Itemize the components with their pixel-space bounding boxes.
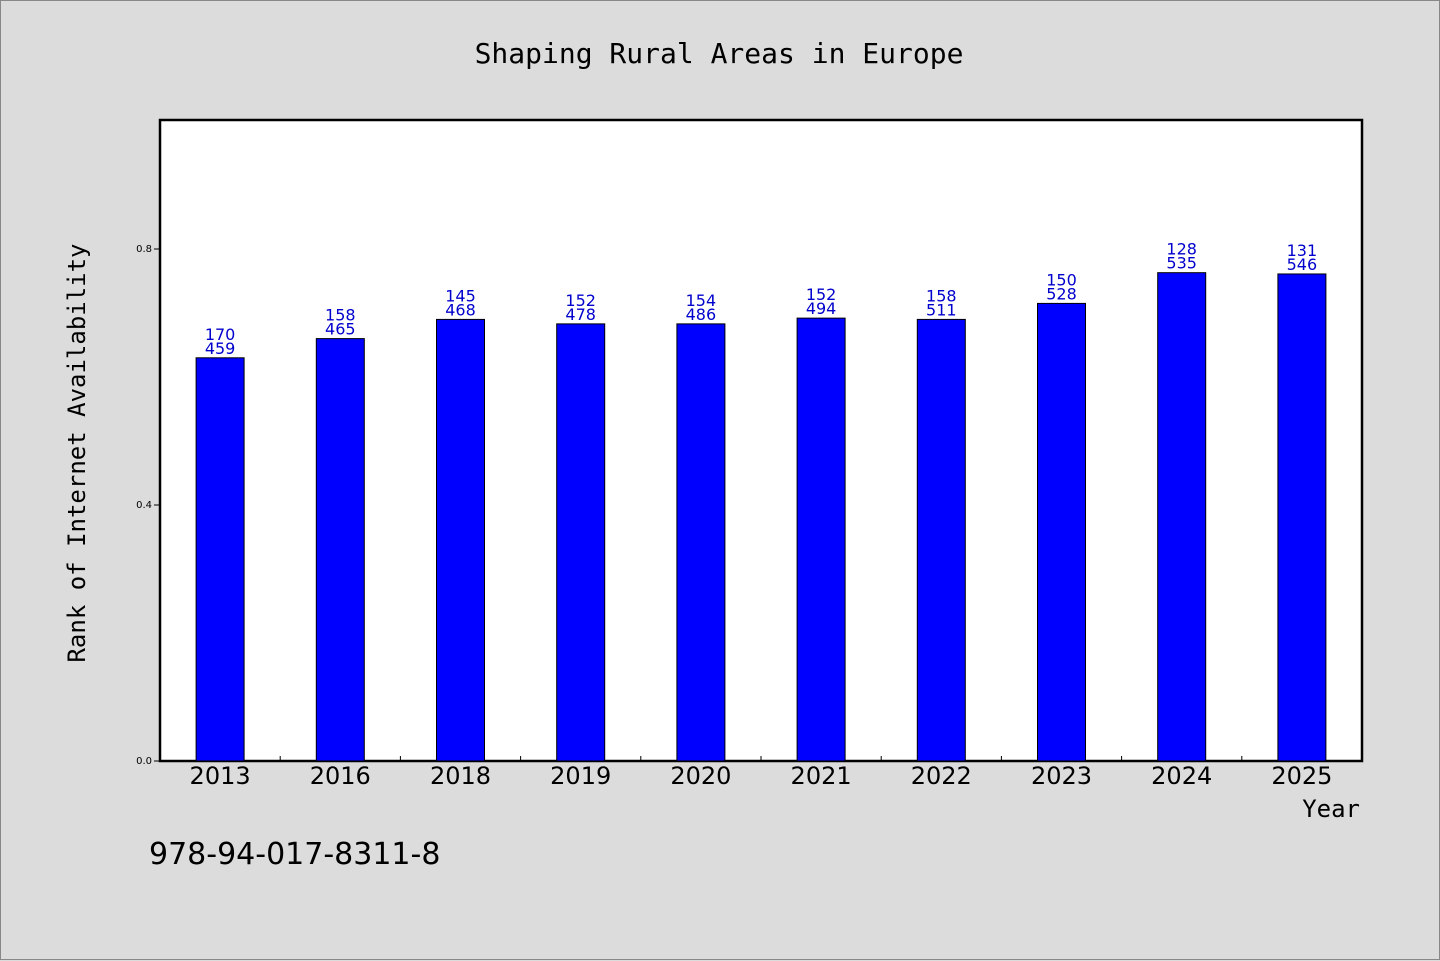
data-label-top: 158 xyxy=(926,286,957,305)
bar xyxy=(1037,302,1086,762)
data-label-top: 128 xyxy=(1166,240,1197,259)
x-axis: 2013 2016 2018 2019 2020 2021 2022 2023 2024 2025 xyxy=(190,756,1332,790)
data-label-top: 131 xyxy=(1287,241,1318,260)
bar xyxy=(916,318,966,762)
data-label-bottom: 528 xyxy=(1046,284,1077,303)
x-tick-label: 2019 xyxy=(550,762,611,790)
x-tick-label: 2024 xyxy=(1151,762,1212,790)
bar xyxy=(195,357,245,762)
data-label-bottom: 486 xyxy=(686,305,717,324)
x-tick-label: 2025 xyxy=(1271,762,1332,790)
isbn-footer: 978-94-017-8311-8 xyxy=(149,837,440,872)
data-label-top: 150 xyxy=(1046,270,1077,289)
y-tick-label: 0.8 xyxy=(136,244,152,255)
bar xyxy=(676,323,726,762)
data-label-top: 158 xyxy=(325,306,356,325)
y-tick-label: 0.0 xyxy=(136,756,152,767)
bar xyxy=(436,318,485,762)
bar xyxy=(796,317,846,762)
bar xyxy=(1277,273,1327,762)
x-tick-label: 2020 xyxy=(670,762,731,790)
x-tick-label: 2023 xyxy=(1031,762,1092,790)
bar xyxy=(556,323,606,762)
bar xyxy=(315,338,365,762)
y-axis-label: Rank of Internet Availability xyxy=(63,243,91,662)
data-label-bottom: 459 xyxy=(205,339,236,358)
y-tick-label: 0.4 xyxy=(136,500,152,511)
data-label-bottom: 546 xyxy=(1287,255,1318,274)
bar xyxy=(1157,272,1207,762)
data-label-bottom: 535 xyxy=(1166,254,1197,273)
data-label-top: 145 xyxy=(445,286,476,305)
data-label-bottom: 494 xyxy=(806,299,837,318)
x-tick-label: 2021 xyxy=(791,762,852,790)
data-label-top: 152 xyxy=(565,291,596,310)
x-tick-label: 2013 xyxy=(190,762,251,790)
x-axis-label: Year xyxy=(1302,795,1360,823)
data-label-top: 154 xyxy=(686,291,717,310)
data-label-top: 170 xyxy=(205,325,236,344)
y-axis: 0.0 0.4 0.8 xyxy=(136,244,160,767)
chart-title: Shaping Rural Areas in Europe xyxy=(475,37,964,70)
data-label-bottom: 465 xyxy=(325,320,356,339)
data-label-bottom: 478 xyxy=(565,305,596,324)
x-tick-label: 2016 xyxy=(310,762,371,790)
x-tick-label: 2022 xyxy=(911,762,972,790)
data-label-bottom: 511 xyxy=(926,300,957,319)
data-labels: 1704591584651454681524781544861524941585… xyxy=(205,240,1317,358)
x-tick-label: 2018 xyxy=(430,762,491,790)
data-label-top: 152 xyxy=(806,285,837,304)
bar-series xyxy=(195,272,1327,762)
data-label-bottom: 468 xyxy=(445,300,476,319)
